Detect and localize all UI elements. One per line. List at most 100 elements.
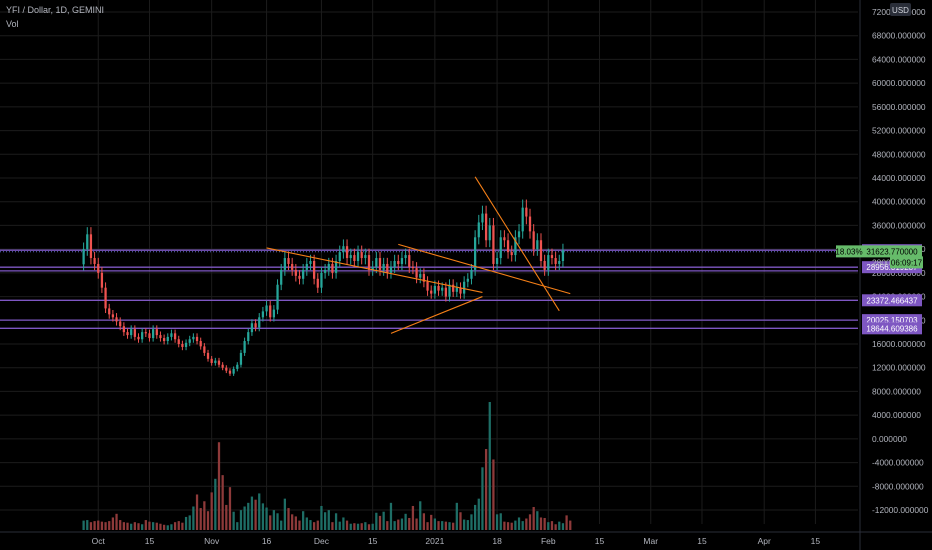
volume-bar [265, 507, 268, 530]
candle-body [272, 309, 276, 318]
candle-body [254, 323, 257, 328]
countdown-label: 06:09:17 [891, 258, 923, 267]
candle-body [371, 266, 374, 270]
volume-bar [210, 492, 213, 530]
time-tick-label: Apr [758, 536, 771, 546]
candle-body [97, 263, 100, 273]
change-badge [836, 245, 862, 258]
trendline [390, 296, 483, 334]
volume-bar [334, 513, 338, 530]
volume-bar [283, 498, 286, 530]
volume-bar [375, 512, 378, 530]
countdown-badge [890, 256, 923, 269]
volume-bar [261, 503, 265, 530]
grid [0, 0, 858, 524]
price-tick-label: 36000.000000 [872, 220, 926, 230]
price-tick-label: -12000.000000 [872, 505, 929, 515]
horizontal-levels [0, 249, 858, 329]
volume-bar [517, 517, 521, 530]
volume-bar [360, 523, 363, 530]
volume-bar [166, 525, 169, 530]
candlesticks [82, 199, 565, 376]
volume-legend-label[interactable]: Vol [6, 19, 19, 29]
candle-body [452, 284, 455, 292]
candle-body [261, 311, 265, 318]
volume-bar [192, 506, 195, 530]
volume-bar [558, 521, 561, 530]
candle-body [547, 255, 550, 270]
candle-body [302, 269, 305, 279]
volume-bar [236, 522, 239, 530]
candle-body [177, 339, 180, 344]
candle-body [382, 263, 385, 270]
volume-bar [448, 522, 451, 530]
candle-body [283, 258, 286, 270]
candle-body [148, 333, 151, 339]
volume-bars [82, 402, 572, 530]
time-tick-label: Dec [314, 536, 330, 546]
volume-bar [239, 510, 243, 530]
candle-body [378, 258, 382, 270]
candle-body [444, 287, 447, 297]
volume-bar [130, 523, 133, 530]
candle-body [181, 344, 184, 347]
price-tick-label: -4000.000000 [872, 458, 924, 468]
volume-bar [386, 521, 389, 530]
candle-body [210, 358, 213, 363]
currency-badge [890, 3, 911, 16]
volume-bar [221, 475, 224, 530]
time-axis[interactable]: Oct 15 Nov 16 Dec 15 2021 18 Feb 15 Mar 15 Apr 15 [0, 531, 932, 546]
volume-bar [404, 513, 407, 530]
candle-body [488, 225, 491, 241]
trendline [398, 243, 571, 295]
volume-bar [214, 478, 217, 530]
time-tick-label: 15 [145, 536, 155, 546]
volume-bar [484, 449, 488, 530]
candle-body [455, 287, 458, 292]
candle-body [82, 249, 85, 265]
candle-body [353, 255, 356, 261]
volume-bar [382, 511, 385, 530]
level-badge-label: 18644.609386 [866, 324, 918, 333]
volume-bar [327, 510, 330, 530]
volume-bar [151, 522, 155, 530]
candle-body [506, 240, 510, 253]
volume-bar [111, 517, 115, 530]
candle-body [122, 326, 125, 333]
candle-body [312, 261, 316, 279]
price-tick-label: 0.000000 [872, 434, 907, 444]
symbol-title[interactable]: YFI / Dollar, 1D, GEMINI [6, 5, 105, 15]
candle-body [433, 285, 437, 294]
price-tick-label: 64000.000000 [872, 54, 926, 64]
volume-bar [243, 506, 246, 530]
volume-bar [364, 522, 367, 530]
candle-body [247, 332, 250, 342]
volume-bar [137, 523, 140, 530]
candle-body [375, 258, 378, 267]
time-tick-label: 2021 [425, 536, 444, 546]
volume-bar [159, 523, 162, 530]
volume-bar [389, 502, 393, 530]
level-badge-label: 20025.150703 [866, 316, 918, 325]
candle-body [144, 332, 147, 334]
volume-bar [510, 522, 513, 530]
candle-body [411, 266, 415, 269]
volume-bar [276, 513, 279, 530]
volume-bar [86, 520, 89, 530]
time-tick-label: Mar [643, 536, 658, 546]
candle-body [323, 269, 327, 273]
volume-bar [408, 517, 411, 530]
candle-body [463, 281, 466, 294]
candle-body [221, 364, 224, 368]
candle-body [203, 346, 206, 353]
volume-bar [422, 513, 426, 530]
candle-body [536, 240, 539, 250]
price-tick-label: 56000.000000 [872, 102, 926, 112]
price-axis[interactable]: 72000.00000068000.00000064000.0000006000… [859, 0, 929, 550]
volume-bar [232, 511, 235, 530]
candle-body [236, 364, 239, 369]
volume-bar [550, 521, 554, 530]
candle-body [503, 237, 506, 241]
candle-body [162, 338, 166, 342]
